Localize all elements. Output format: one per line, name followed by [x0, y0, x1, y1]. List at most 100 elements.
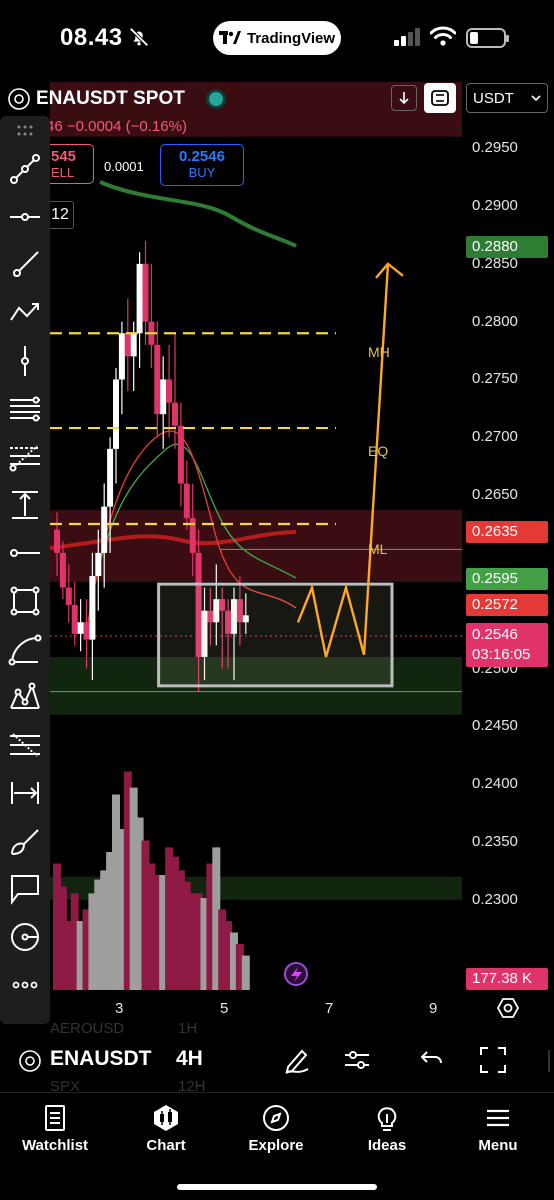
volume-bar — [82, 909, 91, 990]
tool-gann-fan[interactable] — [4, 724, 46, 766]
chart-settings-icon[interactable] — [496, 996, 520, 1020]
volume-bar — [70, 893, 79, 990]
tab-explore[interactable]: Explore — [231, 1103, 321, 1163]
range-box — [157, 582, 394, 688]
tool-horizontal-segment[interactable] — [4, 532, 46, 574]
home-indicator — [177, 1184, 377, 1190]
segment-icon — [10, 549, 40, 557]
tab-chart[interactable]: Chart — [121, 1103, 211, 1163]
tool-callout[interactable] — [4, 868, 46, 910]
volume-bar — [212, 847, 221, 990]
measure-range-icon — [11, 782, 39, 804]
tool-brush[interactable] — [4, 820, 46, 862]
tab-bar[interactable]: Watchlist Chart Explore Ideas Menu — [0, 1092, 554, 1200]
tab-menu[interactable]: Menu — [453, 1103, 543, 1163]
volume-bar — [241, 955, 250, 990]
tool-circle[interactable] — [4, 916, 46, 958]
candle-body — [142, 263, 149, 322]
volume-bar — [58, 886, 67, 990]
app-indicator-pill[interactable]: TradingView — [213, 21, 341, 55]
volume-bar — [141, 840, 150, 990]
volume-bar — [176, 870, 185, 990]
volume-bar — [200, 898, 209, 990]
volume-bar — [218, 909, 227, 990]
watchlist-ghost-interval: 1H — [178, 1020, 198, 1037]
volume-bar — [76, 921, 85, 990]
candle-body — [113, 379, 119, 449]
indicators-sliders-icon[interactable] — [342, 1045, 372, 1075]
spread-value: 0.0001 — [104, 159, 144, 174]
interval-button[interactable]: 4H — [176, 1047, 203, 1070]
currency-select[interactable]: USDT — [466, 83, 548, 113]
volume-bar — [206, 863, 215, 990]
tab-ideas[interactable]: Ideas — [342, 1103, 432, 1163]
candle-body — [177, 425, 184, 484]
fullscreen-icon[interactable] — [478, 1045, 508, 1075]
price-tick: 0.2950 — [472, 139, 518, 157]
object-tree-button[interactable] — [424, 83, 456, 113]
candle-body — [195, 552, 202, 657]
collapse-arrow-button[interactable] — [391, 85, 417, 111]
menu-icon — [487, 1109, 509, 1127]
volume-bar — [235, 944, 244, 990]
price-chart[interactable] — [0, 78, 554, 1036]
price-tag-ma-green: 0.2595 — [466, 568, 548, 590]
candle-body — [201, 610, 208, 657]
drawing-toolbar[interactable] — [0, 116, 50, 1024]
tab-label: Chart — [146, 1137, 186, 1154]
volume-bar — [117, 829, 126, 990]
toolbar-more-button[interactable] — [4, 964, 46, 1006]
tool-ray[interactable] — [4, 244, 46, 286]
watchlist-icon — [45, 1105, 65, 1131]
undo-icon[interactable] — [415, 1045, 445, 1075]
tool-date-range[interactable] — [4, 772, 46, 814]
candle-body — [95, 552, 102, 577]
candle-body — [166, 379, 173, 403]
tool-trend-lines[interactable] — [4, 148, 46, 190]
tool-horizontal-ray[interactable] — [4, 196, 46, 238]
tool-path[interactable] — [4, 292, 46, 334]
tool-rectangle[interactable] — [4, 580, 46, 622]
tab-watchlist[interactable]: Watchlist — [10, 1103, 100, 1163]
chart-icon — [154, 1105, 178, 1131]
buy-button[interactable]: 0.2546 BUY — [160, 144, 244, 186]
candle-body — [225, 610, 232, 634]
arrow-down-icon — [399, 92, 409, 105]
symbol-bar[interactable]: ENAUSDT 4H SPX 12H — [0, 1036, 554, 1095]
tool-pattern[interactable] — [4, 676, 46, 718]
volume-bar — [153, 875, 162, 990]
candle-body — [107, 448, 114, 507]
more-dots-icon — [12, 981, 38, 989]
tool-fib-retracement[interactable] — [4, 436, 46, 478]
candle-body — [172, 402, 178, 426]
battery-icon — [466, 28, 509, 48]
tool-long-position[interactable] — [4, 484, 46, 526]
x-tick: 7 — [325, 1000, 334, 1017]
draw-pen-icon[interactable] — [282, 1045, 312, 1075]
interval-badge[interactable]: 12 — [46, 201, 74, 229]
candle-body — [136, 263, 143, 334]
rectangle-icon — [10, 586, 40, 616]
volume-bar — [194, 893, 203, 990]
ray-icon — [13, 251, 39, 277]
chevron-down-icon — [531, 95, 541, 102]
chart-area[interactable]: ENAUSDT SPOT USDT 46 −0.0004 (−0.16%) 54… — [0, 78, 554, 1037]
x-tick: 5 — [220, 1000, 229, 1017]
symbol-search-button[interactable]: ENAUSDT — [50, 1047, 152, 1070]
symbol-header[interactable]: ENAUSDT SPOT — [8, 84, 223, 114]
path-arrow-icon — [10, 303, 39, 321]
last-price-tag: 0.2546 03:16:05 — [466, 623, 548, 667]
last-price: 0.2546 — [472, 626, 518, 643]
candle-body — [207, 610, 214, 623]
tool-parallel-channel[interactable] — [4, 388, 46, 430]
tool-arc[interactable] — [4, 628, 46, 670]
tool-vertical-line[interactable] — [4, 340, 46, 382]
toolbar-drag-handle[interactable] — [4, 120, 46, 142]
bar-countdown: 03:16:05 — [472, 646, 531, 663]
candle-body — [54, 529, 60, 553]
volume-bar — [64, 921, 73, 990]
tab-label: Menu — [478, 1137, 518, 1154]
symbol-title[interactable]: ENAUSDT SPOT — [36, 88, 185, 109]
candle-body — [89, 576, 96, 640]
zone-label-ml: ML — [368, 541, 388, 557]
